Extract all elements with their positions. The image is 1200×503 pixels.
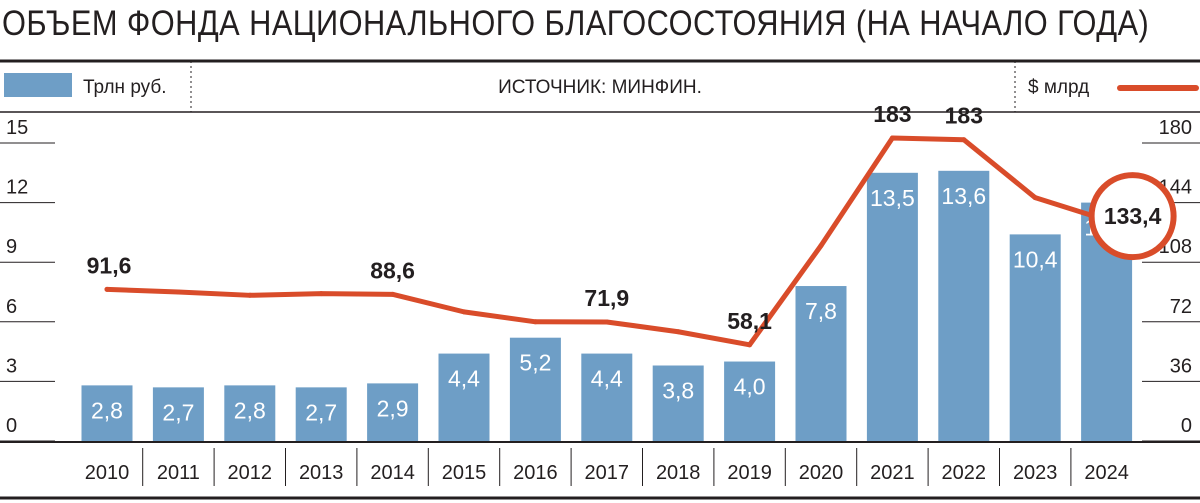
- y-right-tick-label: 180: [1159, 117, 1192, 139]
- y-left-tick-label: 15: [6, 117, 28, 139]
- line-value-label: 58,1: [727, 308, 772, 334]
- x-tick-label: 2023: [1013, 462, 1058, 484]
- line-point: [461, 309, 467, 315]
- y-right-tick-label: 72: [1170, 296, 1192, 318]
- bar-value-label: 2,7: [162, 399, 194, 425]
- bar: [509, 337, 561, 441]
- highlight-ring: [1088, 172, 1177, 261]
- line-point: [747, 342, 753, 348]
- bar-value-label: 4,4: [591, 366, 623, 392]
- x-tick-label: 2012: [228, 462, 273, 484]
- bar-value-label: 2,8: [234, 397, 266, 423]
- bar: [367, 383, 419, 441]
- line-point: [889, 135, 895, 141]
- bar: [224, 385, 276, 441]
- bar: [938, 170, 990, 441]
- line-value-label: 133,4: [1104, 203, 1162, 229]
- line-value-label: 71,9: [584, 285, 629, 311]
- y-left-tick-label: 6: [6, 296, 17, 318]
- line-point: [675, 329, 681, 335]
- bar: [438, 353, 490, 441]
- bar-value-label: 3,8: [662, 378, 694, 404]
- line-value-label: 91,6: [87, 252, 132, 278]
- x-tick-label: 2015: [442, 462, 487, 484]
- y-left-tick-label: 3: [6, 355, 17, 377]
- bar: [152, 387, 204, 441]
- chart-title: ОБЪЕМ ФОНДА НАЦИОНАЛЬНОГО БЛАГОСОСТОЯНИЯ…: [2, 4, 1150, 43]
- legend-bar-label: Трлн руб.: [83, 77, 167, 98]
- y-left-tick-label: 0: [6, 415, 17, 437]
- x-tick-label: 2020: [799, 462, 844, 484]
- bar: [295, 387, 347, 441]
- line-value-label: 88,6: [370, 257, 415, 283]
- bar-value-label: 5,2: [519, 350, 551, 376]
- bar-value-label: 4,0: [734, 374, 766, 400]
- line-point: [104, 286, 110, 292]
- legend-bar-swatch: [4, 73, 72, 97]
- line-value-label: 183: [873, 101, 911, 127]
- bar: [1009, 234, 1061, 441]
- bar-value-label: 13,5: [870, 185, 915, 211]
- bar-value-label: 4,4: [448, 366, 480, 392]
- bar: [581, 353, 633, 441]
- line-point: [818, 243, 824, 249]
- x-tick-label: 2011: [157, 462, 200, 484]
- x-tick-label: 2022: [942, 462, 987, 484]
- x-tick-label: 2019: [727, 462, 772, 484]
- y-right-tick-label: 36: [1170, 355, 1192, 377]
- bar: [795, 286, 847, 441]
- y-left-tick-label: 12: [6, 177, 28, 199]
- y-right-tick-label: 0: [1181, 415, 1192, 437]
- bar: [81, 385, 133, 441]
- line-point: [961, 137, 967, 143]
- x-tick-label: 2017: [585, 462, 630, 484]
- line-point: [318, 291, 324, 297]
- line-point: [532, 319, 538, 325]
- bar-value-label: 2,7: [305, 399, 337, 425]
- y-left-tick-label: 9: [6, 236, 17, 258]
- source-note: ИСТОЧНИК: МИНФИН.: [498, 77, 702, 98]
- bar: [652, 365, 704, 441]
- bar-value-label: 13,6: [941, 183, 986, 209]
- x-tick-label: 2010: [85, 462, 130, 484]
- x-tick-label: 2024: [1084, 462, 1129, 484]
- line-point: [604, 319, 610, 325]
- legend-line-label: $ млрд: [1028, 77, 1089, 98]
- line-point: [1032, 195, 1038, 201]
- x-tick-label: 2018: [656, 462, 701, 484]
- line-point: [175, 289, 181, 295]
- x-tick-label: 2013: [299, 462, 344, 484]
- line-point: [247, 292, 253, 298]
- bar-value-label: 10,4: [1013, 246, 1058, 272]
- bar-value-label: 2,9: [377, 395, 409, 421]
- x-tick-label: 2021: [870, 462, 915, 484]
- line-point: [390, 291, 396, 297]
- bar-value-label: 2,8: [91, 397, 123, 423]
- x-tick-label: 2014: [370, 462, 415, 484]
- bar-value-label: 7,8: [805, 298, 837, 324]
- bar: [724, 361, 776, 441]
- bar: [866, 172, 918, 442]
- x-tick-label: 2016: [513, 462, 558, 484]
- line-value-label: 183: [945, 103, 983, 129]
